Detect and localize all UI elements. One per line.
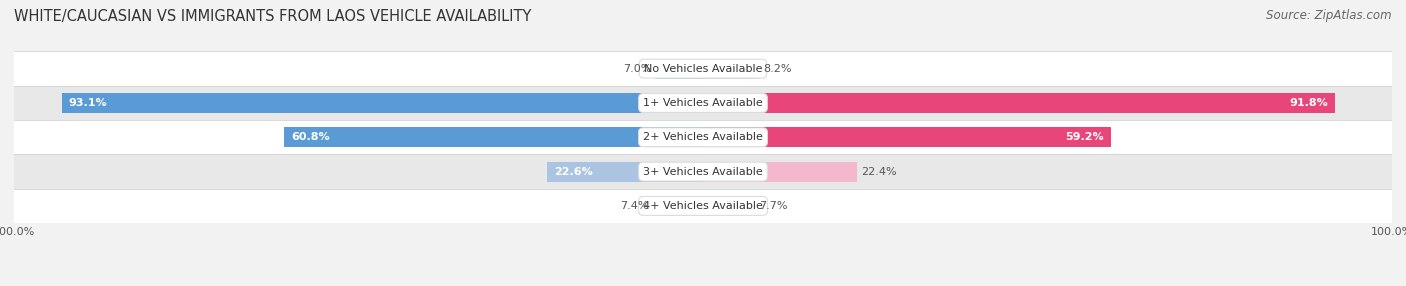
Text: 4+ Vehicles Available: 4+ Vehicles Available xyxy=(643,201,763,211)
Bar xyxy=(14,120,1392,154)
Text: 8.2%: 8.2% xyxy=(763,64,792,74)
Bar xyxy=(547,162,703,182)
Bar xyxy=(703,127,1111,147)
Text: 7.4%: 7.4% xyxy=(620,201,648,211)
Text: 1+ Vehicles Available: 1+ Vehicles Available xyxy=(643,98,763,108)
Bar xyxy=(703,162,858,182)
Text: 60.8%: 60.8% xyxy=(291,132,329,142)
Text: WHITE/CAUCASIAN VS IMMIGRANTS FROM LAOS VEHICLE AVAILABILITY: WHITE/CAUCASIAN VS IMMIGRANTS FROM LAOS … xyxy=(14,9,531,23)
Bar xyxy=(655,59,703,79)
Text: Source: ZipAtlas.com: Source: ZipAtlas.com xyxy=(1267,9,1392,21)
Bar xyxy=(703,59,759,79)
Bar xyxy=(652,196,703,216)
Bar xyxy=(62,93,703,113)
Text: 59.2%: 59.2% xyxy=(1066,132,1104,142)
Bar xyxy=(14,86,1392,120)
Bar xyxy=(284,127,703,147)
Text: 22.6%: 22.6% xyxy=(554,167,593,176)
Text: 93.1%: 93.1% xyxy=(69,98,107,108)
Bar xyxy=(14,154,1392,189)
Text: 22.4%: 22.4% xyxy=(860,167,897,176)
Text: 3+ Vehicles Available: 3+ Vehicles Available xyxy=(643,167,763,176)
Bar xyxy=(703,93,1336,113)
Text: 7.0%: 7.0% xyxy=(623,64,651,74)
Text: 7.7%: 7.7% xyxy=(759,201,787,211)
Text: 91.8%: 91.8% xyxy=(1289,98,1329,108)
Bar xyxy=(14,51,1392,86)
Text: 2+ Vehicles Available: 2+ Vehicles Available xyxy=(643,132,763,142)
Text: No Vehicles Available: No Vehicles Available xyxy=(644,64,762,74)
Bar xyxy=(703,196,756,216)
Bar xyxy=(14,189,1392,223)
